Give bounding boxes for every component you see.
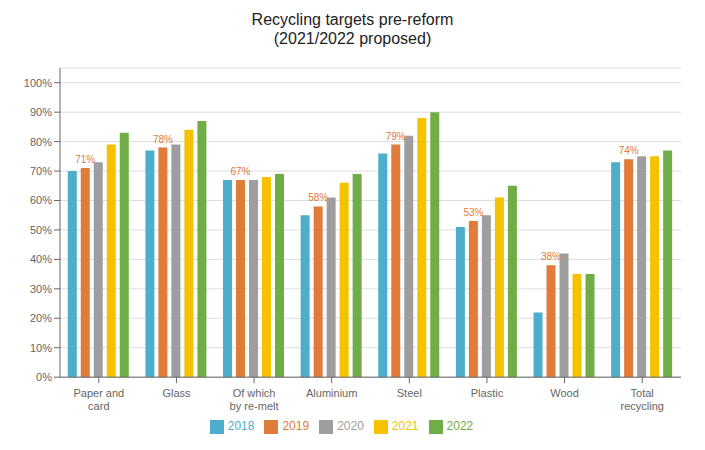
svg-text:50%: 50% bbox=[30, 224, 52, 236]
svg-text:100%: 100% bbox=[24, 77, 52, 89]
svg-text:53%: 53% bbox=[463, 207, 483, 218]
svg-text:Of whichby re-melt: Of whichby re-melt bbox=[230, 387, 279, 412]
svg-text:71%: 71% bbox=[75, 154, 95, 165]
svg-text:Paper andcard: Paper andcard bbox=[73, 387, 124, 412]
html-text:2021: 2021 bbox=[391, 419, 419, 434]
svg-text:30%: 30% bbox=[30, 283, 52, 295]
svg-text:Glass: Glass bbox=[162, 387, 191, 399]
html-text:(2021/2022 proposed): (2021/2022 proposed) bbox=[273, 30, 432, 47]
svg-text:58%: 58% bbox=[308, 192, 328, 203]
svg-text:74%: 74% bbox=[619, 145, 639, 156]
svg-text:Aluminium: Aluminium bbox=[306, 387, 357, 399]
html-text:2018: 2018 bbox=[227, 419, 255, 434]
svg-text:70%: 70% bbox=[30, 165, 52, 177]
html-text:2022: 2022 bbox=[446, 419, 474, 434]
svg-text:Steel: Steel bbox=[397, 387, 422, 399]
svg-text:60%: 60% bbox=[30, 194, 52, 206]
svg-text:Wood: Wood bbox=[550, 387, 579, 399]
svg-text:Plastic: Plastic bbox=[471, 387, 504, 399]
html-text:Recycling targets pre-reform: Recycling targets pre-reform bbox=[251, 11, 454, 28]
svg-text:78%: 78% bbox=[153, 134, 173, 145]
html-text:2020: 2020 bbox=[337, 419, 364, 434]
svg-text:38%: 38% bbox=[541, 251, 561, 262]
svg-text:40%: 40% bbox=[30, 253, 52, 265]
html-text:2019: 2019 bbox=[282, 419, 310, 434]
svg-text:Totalrecycling: Totalrecycling bbox=[620, 387, 663, 412]
svg-text:0%: 0% bbox=[36, 371, 52, 383]
svg-text:67%: 67% bbox=[231, 166, 251, 177]
svg-text:10%: 10% bbox=[30, 342, 52, 354]
svg-text:80%: 80% bbox=[30, 136, 52, 148]
svg-text:90%: 90% bbox=[30, 106, 52, 118]
svg-text:20%: 20% bbox=[30, 312, 52, 324]
svg-text:79%: 79% bbox=[386, 131, 406, 142]
